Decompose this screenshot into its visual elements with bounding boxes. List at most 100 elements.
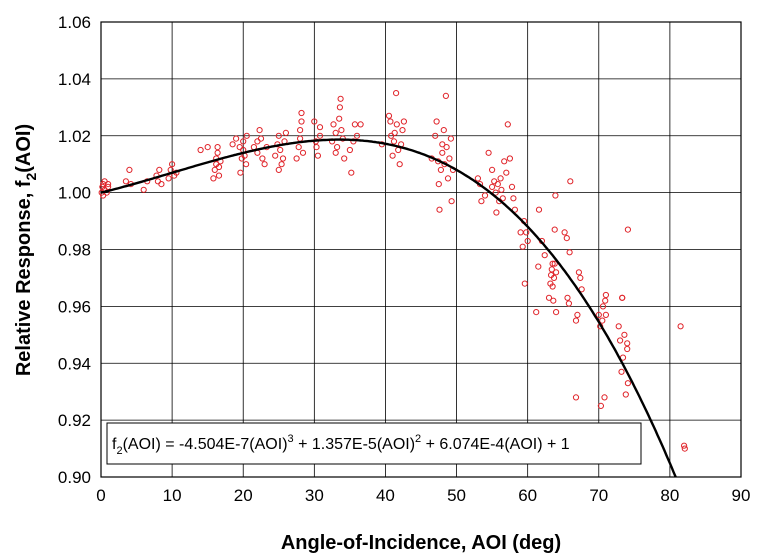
data-point [165,175,172,182]
data-point [211,166,218,173]
data-point [439,149,446,156]
data-point [624,345,631,353]
data-point [338,127,345,134]
data-point [169,161,176,168]
data-point [336,104,343,111]
data-point [122,178,130,185]
data-point [229,141,236,148]
data-point [357,121,364,128]
data-point [299,149,307,156]
data-point [440,127,447,134]
data-point [510,195,517,202]
data-point [237,169,244,176]
data-point [387,118,394,125]
data-point [552,192,559,199]
data-point [400,118,407,125]
data-point [105,183,112,190]
data-point [444,175,452,182]
data-point [564,294,571,301]
data-point [389,152,396,159]
data-point [485,149,492,156]
x-axis-title: Angle-of-Incidence, AOI (deg) [281,532,561,554]
data-point [390,138,398,145]
data-point [334,144,341,151]
data-point [393,121,400,128]
data-point [348,169,355,176]
data-point [681,445,688,452]
data-point [533,309,540,316]
x-tick-label: 20 [234,486,253,505]
data-point [233,135,240,142]
data-point [332,129,339,136]
data-point [313,144,320,151]
data-point [243,161,250,168]
data-point [126,166,133,173]
data-point [215,163,223,171]
x-tick-label: 40 [376,486,395,505]
data-point [298,109,305,117]
data-point [140,186,147,193]
data-points [98,90,688,452]
data-point [298,118,305,125]
data-point [158,181,165,188]
data-point [677,323,684,330]
data-point [446,155,453,162]
data-point [204,144,211,151]
data-point [681,442,688,449]
data-point [553,309,560,316]
data-point [279,155,287,162]
data-point [497,175,504,182]
data-point [275,132,282,139]
data-point [432,132,439,139]
data-point [214,144,221,151]
data-point [521,280,528,287]
data-point [243,132,250,139]
data-point [210,175,217,182]
y-tick-label: 0.90 [58,468,91,487]
data-point [577,274,584,281]
data-point [624,226,632,233]
data-point [478,198,485,205]
data-point [332,149,339,156]
data-point [597,402,605,409]
data-point [491,178,498,185]
data-point [599,303,607,310]
data-point [541,252,548,259]
data-point [498,186,505,193]
data-point [236,144,243,151]
y-tick-label: 1.06 [58,13,91,32]
data-point [553,269,560,276]
data-point [436,206,443,213]
x-tick-labels: 0 10 20 30 40 50 60 70 80 90 [96,486,750,505]
data-point [295,144,302,151]
data-point [215,172,223,179]
data-point [618,368,625,375]
data-point [499,195,506,202]
data-point [602,297,609,304]
data-point [316,124,324,131]
data-point [493,209,500,216]
data-point [494,181,501,188]
data-point [561,229,568,236]
data-point [433,118,440,125]
data-point [259,155,266,162]
data-point [551,226,558,233]
data-point [391,129,398,136]
data-point [506,155,513,162]
data-point [551,260,558,267]
data-point [567,178,574,185]
data-point [489,183,496,190]
data-point [156,166,163,173]
data-point [524,237,531,245]
x-tick-label: 60 [518,486,537,505]
data-point [489,166,496,173]
data-point [550,297,557,304]
data-point [624,340,631,347]
data-point [353,132,361,139]
data-point [549,260,556,267]
data-point [481,192,489,199]
data-point [437,166,444,173]
data-point [563,235,570,242]
data-point [519,243,526,250]
data-point [346,146,353,154]
